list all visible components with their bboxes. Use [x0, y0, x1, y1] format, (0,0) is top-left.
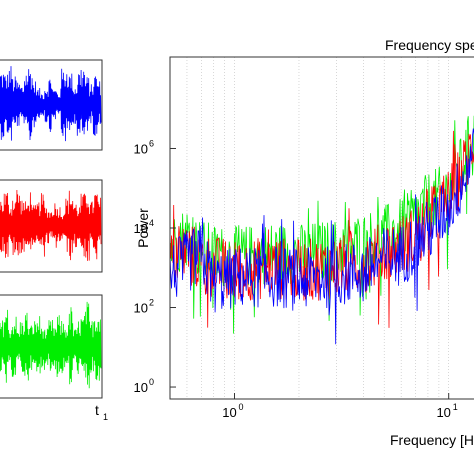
x-tick-label: 10: [222, 405, 236, 420]
y-tick-exponent: 2: [149, 298, 154, 308]
y-tick-label: 10: [134, 141, 148, 156]
y-tick-exponent: 6: [149, 138, 154, 148]
time-series-panel-red: [0, 179, 103, 273]
power-spectrum-panel: Frequency spe 10 010 210 410 610 0 10 1 Power F…: [134, 37, 474, 448]
time-series-panel-green: t 1: [0, 294, 108, 422]
spectrum-line: [169, 128, 474, 345]
time-axis-label-subscript: 1: [103, 412, 108, 422]
time-series-line: [0, 189, 102, 261]
y-tick-label: 10: [134, 301, 148, 316]
y-tick-exponent: 4: [149, 218, 154, 228]
x-tick-label: 10: [436, 405, 450, 420]
time-axis-label-t: t: [95, 402, 99, 418]
time-series-line: [0, 66, 102, 142]
spectrum-ticks: 10 010 210 410 610 0 10 1: [134, 138, 458, 420]
y-tick-label: 10: [134, 380, 148, 395]
time-series-trace-blue: [0, 66, 102, 142]
x-tick-exponent: 1: [453, 402, 458, 412]
spectrum-series: [169, 115, 474, 345]
time-series-trace-green: [0, 301, 102, 389]
y-tick-label: 10: [134, 221, 148, 236]
spectrum-y-axis-label: Power: [135, 208, 151, 248]
y-tick-exponent: 0: [149, 377, 154, 387]
spectrum-title: Frequency spe: [385, 37, 474, 53]
time-series-panel-blue: [0, 59, 103, 151]
time-series-line: [0, 301, 102, 389]
spectrum-line: [169, 115, 474, 334]
time-series-trace-red: [0, 189, 102, 261]
spectrum-x-axis-label: Frequency [H: [390, 432, 474, 448]
x-tick-exponent: 0: [238, 402, 243, 412]
